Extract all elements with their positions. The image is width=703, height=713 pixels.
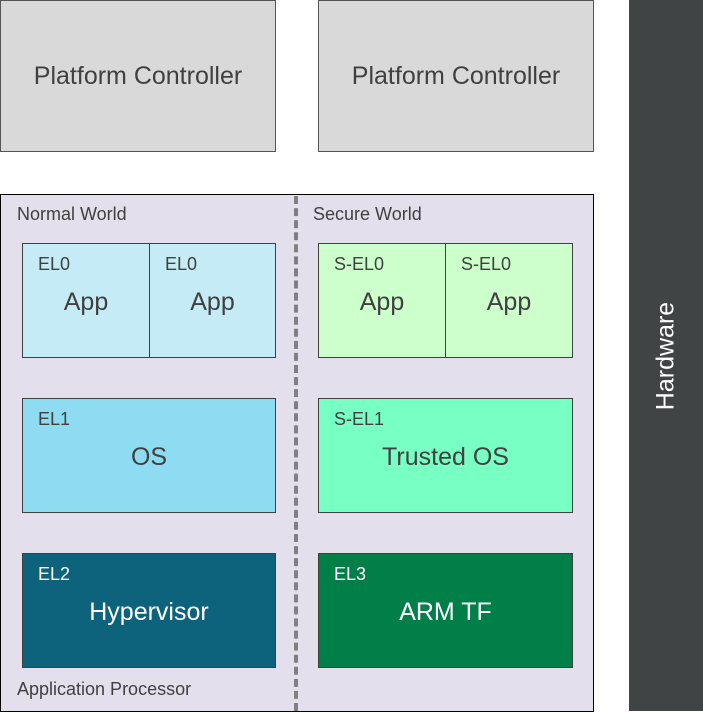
el0-app-2: EL0 App — [149, 243, 276, 358]
level-label: EL3 — [334, 564, 367, 584]
component-name: App — [486, 288, 532, 316]
component-name: Trusted OS — [382, 443, 509, 471]
el2-hypervisor: EL2 Hypervisor — [22, 553, 276, 668]
level-label: S-EL0 — [461, 254, 512, 274]
component-name: OS — [130, 443, 168, 471]
el0-app-1: EL0 App — [22, 243, 150, 358]
component-name: ARM TF — [399, 598, 492, 626]
component-name: Hypervisor — [89, 598, 209, 626]
sel0-app-1: S-EL0 App — [318, 243, 446, 358]
world-divider — [294, 196, 298, 711]
normal-world-label: Normal World — [17, 204, 127, 224]
component-name: App — [63, 288, 109, 316]
hardware-label: Hardware — [651, 301, 680, 410]
el3-arm-tf: EL3 ARM TF — [318, 553, 573, 668]
level-label: EL2 — [38, 564, 71, 584]
sel1-trusted-os: S-EL1 Trusted OS — [318, 398, 573, 513]
component-name: App — [359, 288, 405, 316]
sel0-app-2: S-EL0 App — [445, 243, 573, 358]
level-label: EL0 — [38, 254, 71, 274]
level-label: S-EL0 — [334, 254, 385, 274]
platform-controller-1: Platform Controller — [0, 0, 276, 152]
secure-world-label: Secure World — [313, 204, 422, 224]
level-label: S-EL1 — [334, 409, 385, 429]
level-label: EL0 — [165, 254, 198, 274]
el1-os: EL1 OS — [22, 398, 276, 513]
application-processor-label: Application Processor — [17, 679, 192, 699]
level-label: EL1 — [38, 409, 71, 429]
hardware-bar: Hardware — [629, 0, 703, 711]
platform-controller-2: Platform Controller — [318, 0, 594, 152]
component-name: App — [190, 288, 235, 316]
